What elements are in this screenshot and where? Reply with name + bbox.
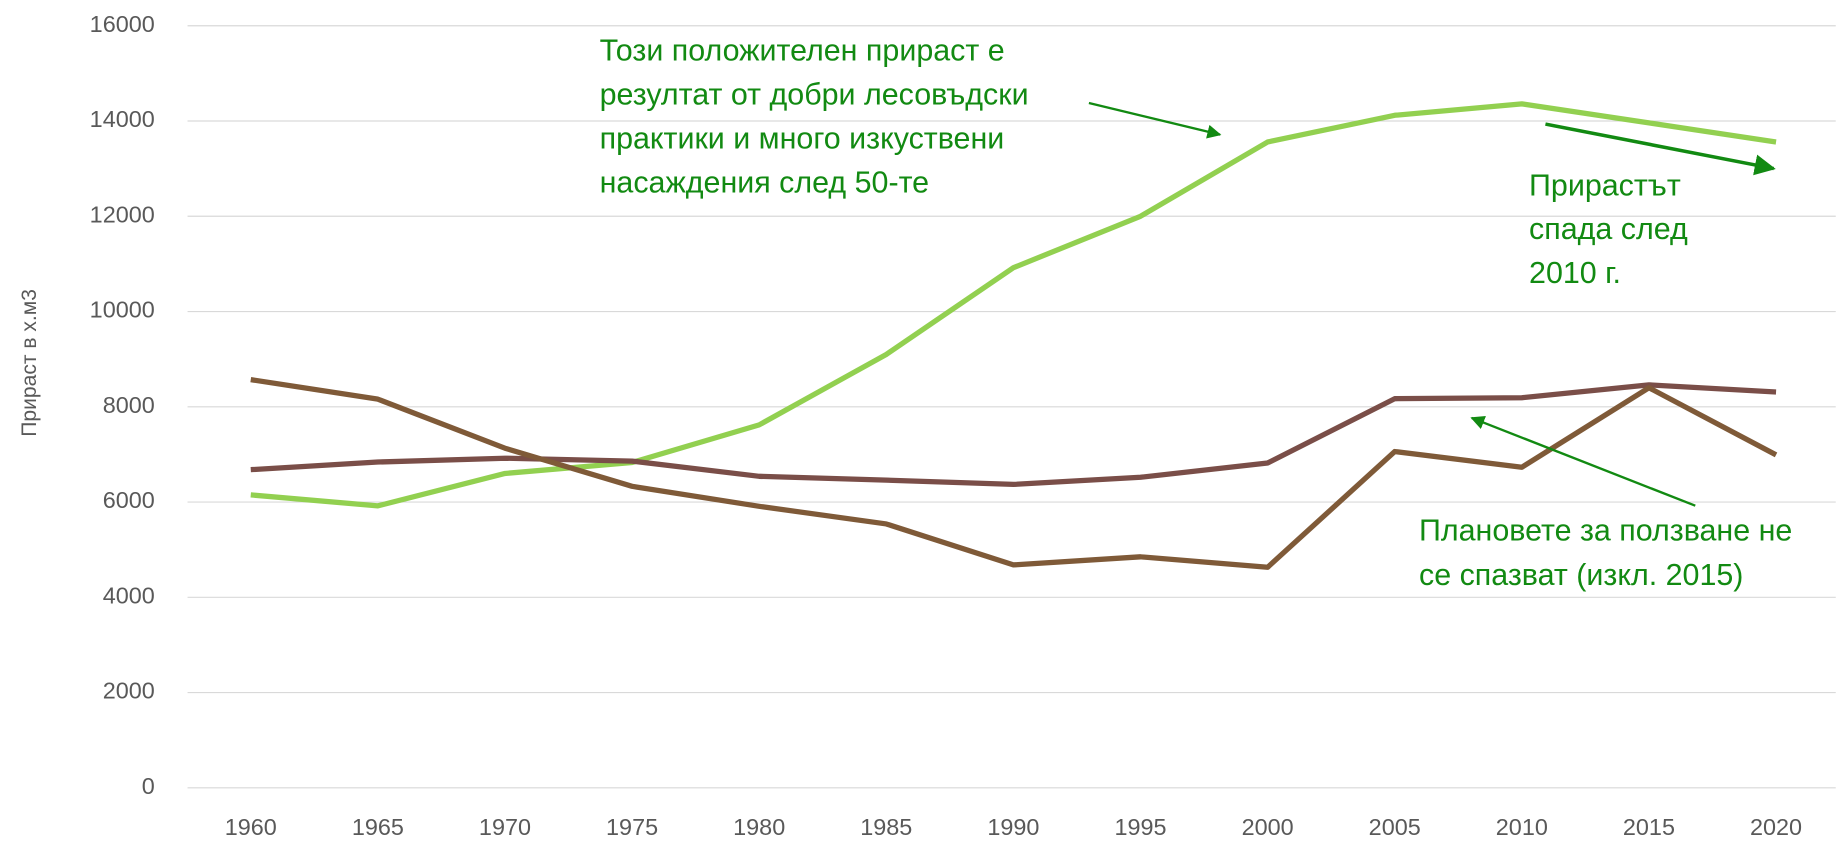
series-line [250, 377, 1778, 570]
y-tick-label: 10000 [90, 297, 155, 323]
annotation: насаждения след 50-те [600, 165, 930, 199]
arrow [1545, 122, 1776, 176]
y-tick-label: 0 [142, 773, 155, 799]
y-tick-label: 4000 [103, 582, 155, 608]
y-tick-label: 2000 [103, 678, 155, 704]
y-tick-label: 8000 [103, 392, 155, 418]
x-tick-label: 2020 [1750, 814, 1802, 840]
arrow [1470, 415, 1696, 507]
series-line [250, 382, 1777, 488]
y-tick-label: 6000 [103, 487, 155, 513]
x-tick-label: 2015 [1623, 814, 1675, 840]
y-tick-label: 12000 [90, 201, 155, 227]
annotation: Плановете за ползване не [1419, 514, 1792, 548]
x-tick-label: 2000 [1242, 814, 1294, 840]
annotation: резултат от добри лесовъдски [600, 78, 1029, 112]
x-tick-label: 1980 [733, 814, 785, 840]
y-tick-label: 16000 [90, 11, 155, 37]
annotation: спада след [1529, 212, 1688, 246]
x-tick-label: 1985 [860, 814, 912, 840]
x-tick-label: 2010 [1496, 814, 1548, 840]
x-tick-label: 1995 [1114, 814, 1166, 840]
x-tick-label: 1960 [225, 814, 277, 840]
series-line [250, 101, 1777, 509]
annotation: практики и много изкуствени [600, 122, 1005, 156]
annotation: 2010 г. [1529, 256, 1621, 290]
annotation: Този положителен прираст е [600, 34, 1005, 68]
x-tick-label: 2005 [1369, 814, 1421, 840]
annotation: се спазват (изкл. 2015) [1419, 558, 1743, 592]
arrow [1088, 101, 1222, 139]
y-tick-label: 14000 [90, 106, 155, 132]
x-tick-label: 1990 [987, 814, 1039, 840]
x-tick-label: 1965 [352, 814, 404, 840]
x-tick-label: 1975 [606, 814, 658, 840]
x-tick-label: 1970 [479, 814, 531, 840]
y-axis-label: Прираст в х.м3 [18, 289, 41, 437]
annotation: Прирастът [1529, 168, 1681, 202]
